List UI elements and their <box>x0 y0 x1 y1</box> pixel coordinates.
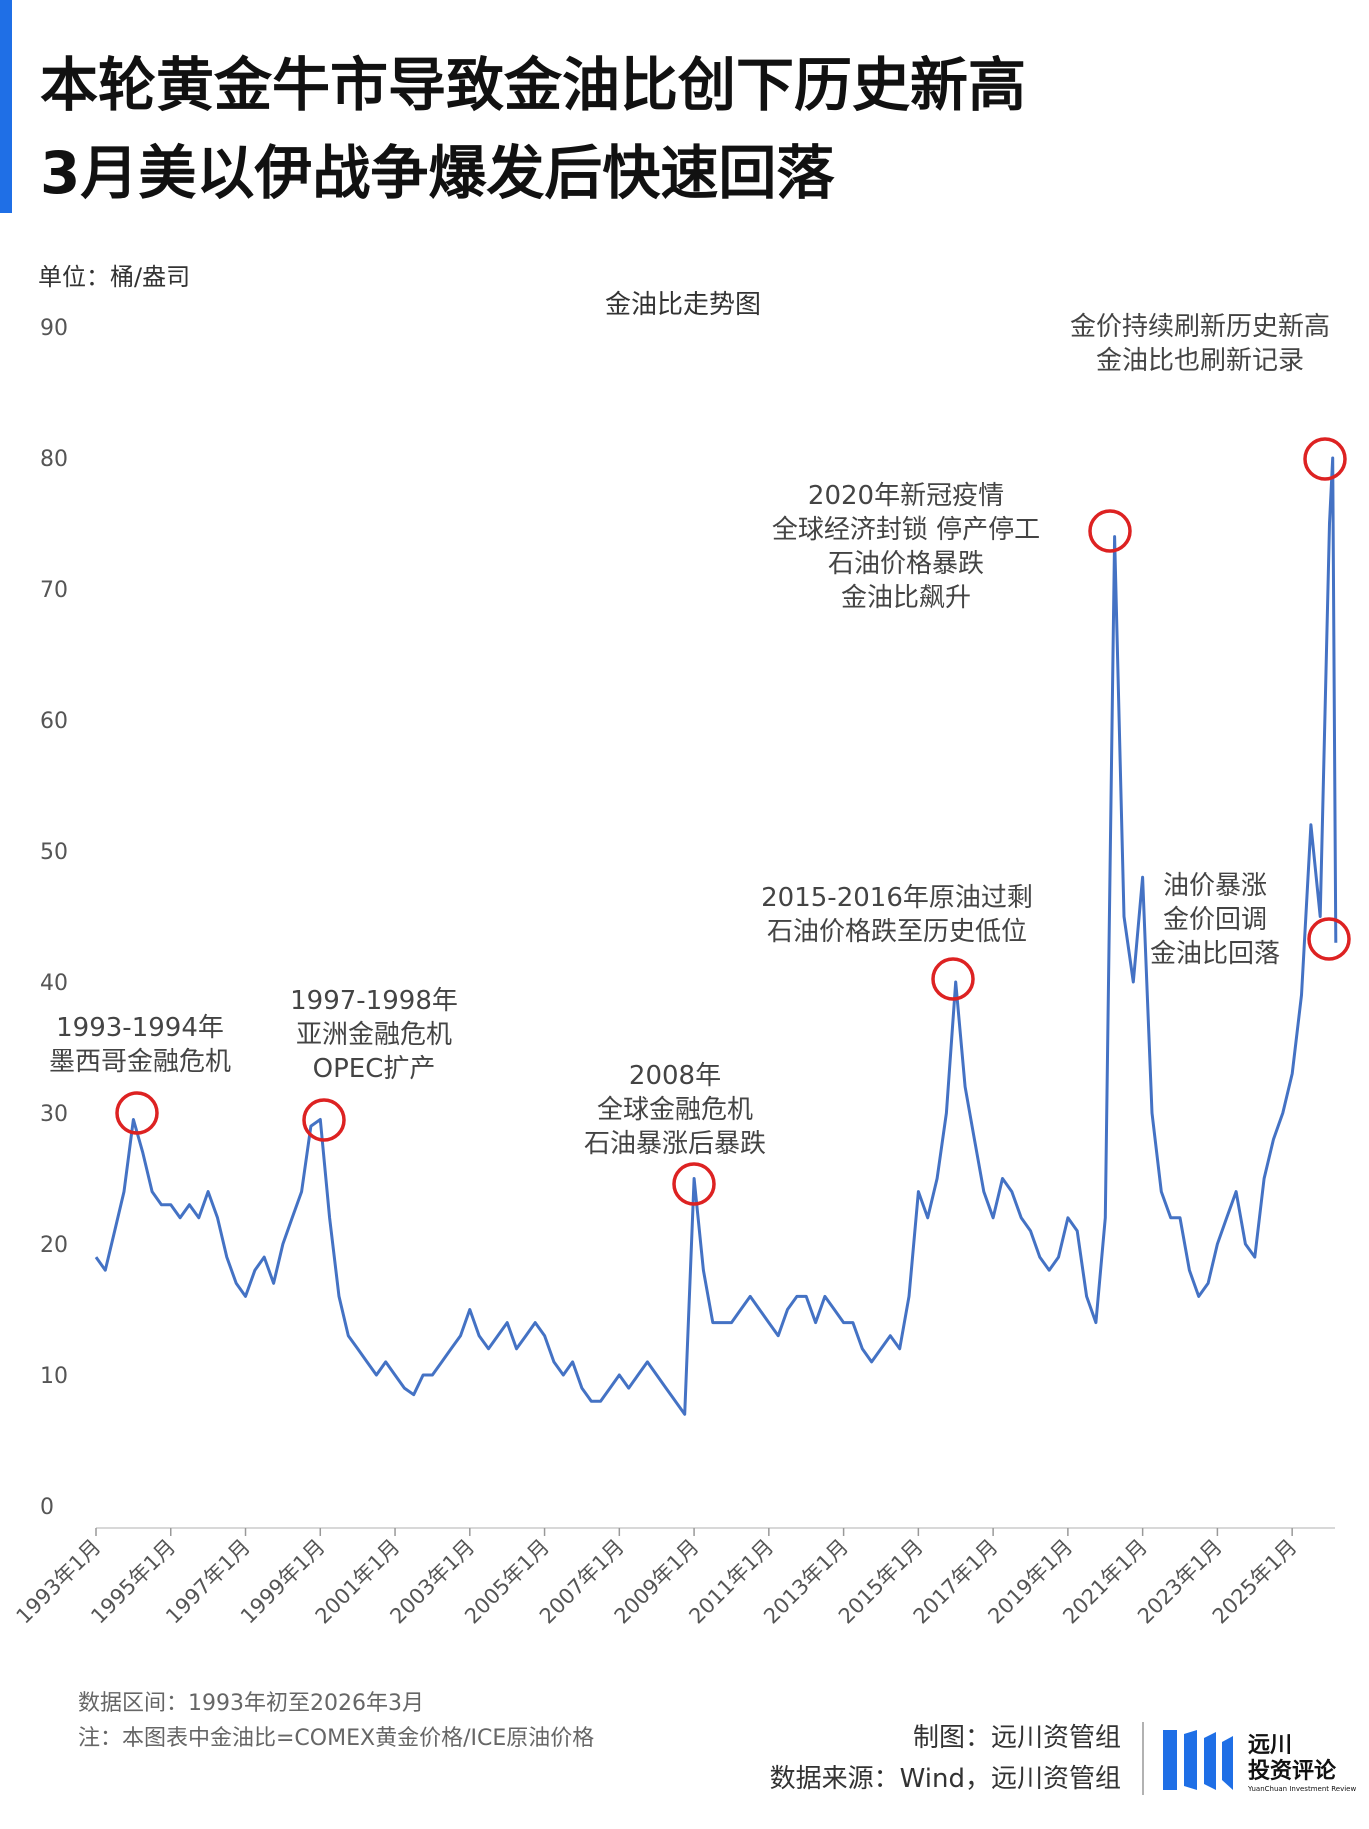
chart-title: 金油比走势图 <box>605 290 761 320</box>
footer-note: 注：本图表中金油比=COMEX黄金价格/ICE原油价格 <box>78 1726 594 1751</box>
annotation: 亚洲金融危机 <box>296 1020 452 1050</box>
y-tick-label: 20 <box>40 1233 68 1258</box>
logo-mark <box>1163 1730 1233 1790</box>
annotation: 金油比回落 <box>1150 939 1280 969</box>
highlight-circle <box>672 1162 716 1206</box>
logo-text: 投资评论 <box>1248 1758 1337 1784</box>
annotation: 金油比也刷新记录 <box>1096 346 1304 376</box>
annotation: 1997-1998年 <box>290 986 458 1016</box>
title-line: 3月美以伊战争爆发后快速回落 <box>40 139 835 207</box>
logo-text: 远川 <box>1248 1733 1292 1758</box>
logo-subtext: YuanChuan Investment Review <box>1247 1785 1356 1793</box>
annotation: OPEC扩产 <box>313 1054 436 1084</box>
annotation: 墨西哥金融危机 <box>49 1047 231 1077</box>
unit-label: 单位：桶/盎司 <box>38 263 190 291</box>
highlight-circle <box>115 1091 159 1135</box>
annotation: 金价持续刷新历史新高 <box>1070 312 1330 342</box>
y-tick-label: 90 <box>40 316 68 341</box>
annotation: 金价回调 <box>1163 905 1267 935</box>
highlight-circle <box>1307 917 1351 961</box>
data-line <box>94 456 1338 1416</box>
y-tick-label: 30 <box>40 1102 68 1127</box>
y-tick-label: 50 <box>40 840 68 865</box>
highlight-circle <box>302 1098 346 1142</box>
annotation: 油价暴涨 <box>1163 871 1267 901</box>
y-tick-label: 70 <box>40 578 68 603</box>
title-line: 本轮黄金牛市导致金油比创下历史新高 <box>40 51 1026 119</box>
highlight-circle <box>1303 437 1347 481</box>
annotation: 2008年 <box>629 1061 721 1091</box>
highlight-circle <box>931 957 975 1001</box>
annotation: 金油比飙升 <box>841 583 971 613</box>
title-accent <box>0 0 12 213</box>
y-tick-label: 0 <box>40 1495 54 1520</box>
annotation: 全球经济封锁 停产停工 <box>772 515 1040 545</box>
y-tick-label: 10 <box>40 1364 68 1389</box>
y-tick-label: 80 <box>40 447 68 472</box>
annotation: 2020年新冠疫情 <box>808 481 1004 511</box>
y-tick-label: 40 <box>40 971 68 996</box>
highlight-circle <box>1088 509 1132 553</box>
footer-range: 数据区间：1993年初至2026年3月 <box>78 1691 424 1716</box>
annotation: 2015-2016年原油过剩 <box>761 883 1033 913</box>
footer-source: 数据来源：Wind，远川资管组 <box>770 1764 1121 1794</box>
annotation: 石油价格跌至历史低位 <box>767 917 1027 947</box>
annotation: 全球金融危机 <box>597 1095 753 1125</box>
annotation: 石油暴涨后暴跌 <box>584 1129 766 1159</box>
annotation: 石油价格暴跌 <box>828 549 984 579</box>
footer-maker: 制图：远川资管组 <box>913 1723 1121 1753</box>
y-tick-label: 60 <box>40 709 68 734</box>
annotation: 1993-1994年 <box>56 1013 224 1043</box>
